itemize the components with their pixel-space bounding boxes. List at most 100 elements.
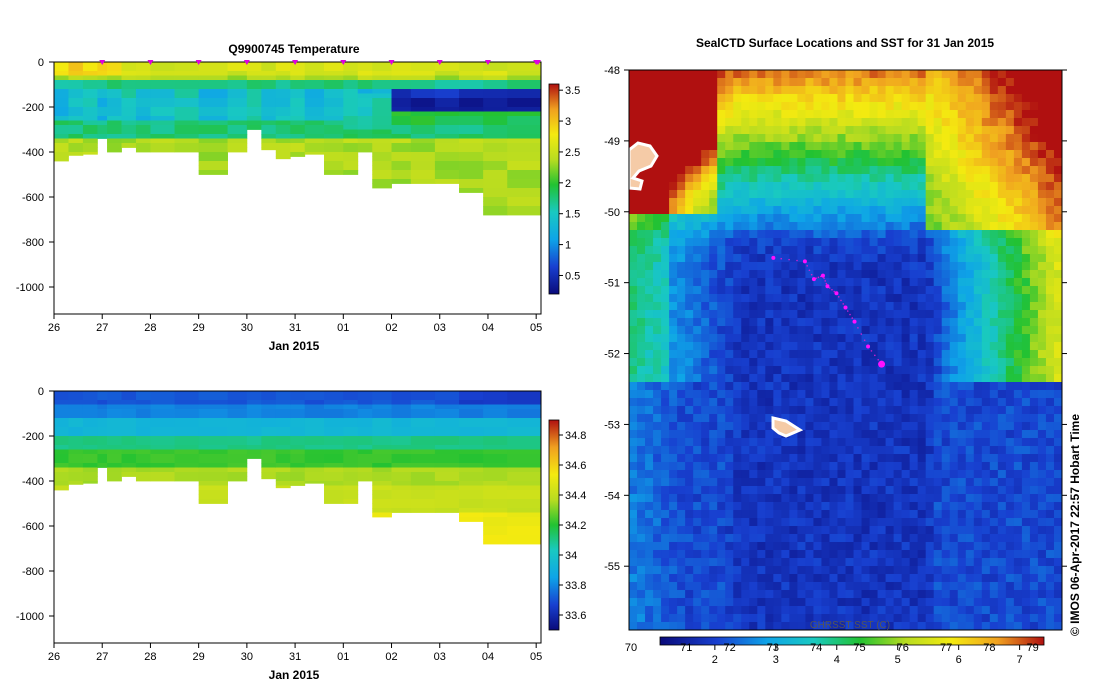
sst-cell bbox=[877, 70, 887, 79]
sst-cell bbox=[901, 414, 911, 423]
sst-cell bbox=[853, 294, 863, 303]
sst-cell bbox=[901, 198, 911, 207]
section-cell bbox=[97, 66, 108, 72]
sst-cell bbox=[637, 590, 646, 599]
sst-cell bbox=[901, 502, 911, 511]
sst-cell bbox=[797, 502, 806, 511]
sst-cell bbox=[709, 86, 718, 95]
sst-cell bbox=[629, 406, 638, 415]
sst-cell bbox=[805, 134, 814, 143]
section-cell bbox=[391, 179, 412, 184]
section-cell bbox=[135, 143, 151, 148]
section-cell bbox=[246, 98, 262, 103]
sst-cell bbox=[717, 366, 726, 375]
sst-cell bbox=[885, 102, 895, 111]
section-cell bbox=[227, 120, 248, 126]
sst-cell bbox=[725, 102, 734, 111]
section-cell bbox=[150, 413, 175, 419]
section-cell bbox=[391, 400, 412, 405]
section-cell bbox=[290, 440, 306, 446]
sst-cell bbox=[693, 334, 702, 343]
sst-cell bbox=[733, 86, 742, 95]
sst-cell bbox=[685, 518, 694, 527]
sst-cell bbox=[901, 294, 911, 303]
sst-cell bbox=[845, 198, 855, 207]
section-cell bbox=[304, 134, 325, 139]
sst-cell bbox=[861, 550, 871, 559]
sst-cell bbox=[1037, 334, 1047, 343]
section-cell bbox=[107, 404, 122, 410]
sst-cell bbox=[1005, 566, 1015, 575]
sst-cell bbox=[797, 166, 806, 175]
surface-marker bbox=[388, 60, 395, 65]
section-cell bbox=[121, 395, 137, 401]
sst-cell bbox=[781, 350, 790, 359]
sst-cell bbox=[917, 326, 927, 335]
sst-cell bbox=[637, 566, 646, 575]
sst-cell bbox=[1029, 102, 1039, 111]
sst-cell bbox=[741, 86, 750, 95]
sst-cell bbox=[981, 262, 991, 271]
sst-cell bbox=[757, 422, 766, 431]
sst-cell bbox=[1005, 502, 1015, 511]
sst-cell bbox=[797, 94, 806, 103]
section-cell bbox=[357, 125, 373, 130]
sst-cell bbox=[725, 430, 734, 439]
x-tick-label: 27 bbox=[96, 651, 108, 663]
sst-cell bbox=[957, 310, 967, 319]
section-cell bbox=[304, 427, 325, 432]
sst-cell bbox=[893, 406, 903, 415]
sst-cell bbox=[653, 534, 662, 543]
sst-cell bbox=[781, 86, 790, 95]
sst-cell bbox=[933, 470, 943, 479]
sst-cell bbox=[989, 542, 999, 551]
section-cell bbox=[391, 404, 412, 410]
sst-cell bbox=[845, 598, 855, 607]
sst-cell bbox=[717, 166, 726, 175]
sst-cell bbox=[653, 222, 662, 231]
sst-cell bbox=[885, 358, 895, 367]
sst-cell bbox=[709, 550, 718, 559]
sst-cell bbox=[797, 598, 806, 607]
sst-cell bbox=[685, 246, 694, 255]
sst-cell bbox=[981, 102, 991, 111]
sst-cell bbox=[629, 382, 638, 391]
sst-cell bbox=[989, 94, 999, 103]
sst-cell bbox=[725, 478, 734, 487]
sst-cell bbox=[837, 526, 846, 535]
sst-cell bbox=[821, 374, 830, 383]
sst-cell bbox=[997, 526, 1007, 535]
sst-cell bbox=[669, 510, 678, 519]
sst-cell bbox=[821, 366, 830, 375]
sst-cell bbox=[805, 286, 814, 295]
section-cell bbox=[391, 476, 412, 482]
sst-cell bbox=[1037, 166, 1047, 175]
section-cell bbox=[82, 129, 98, 135]
section-cell bbox=[174, 111, 200, 117]
sst-cell bbox=[733, 150, 742, 159]
sst-cell bbox=[797, 358, 806, 367]
sst-cell bbox=[1037, 262, 1047, 271]
sst-cell bbox=[949, 206, 959, 215]
sst-cell bbox=[701, 334, 710, 343]
sst-cell bbox=[1021, 174, 1031, 183]
sst-cell bbox=[853, 446, 863, 455]
sst-cell bbox=[965, 118, 975, 127]
sst-cell bbox=[1045, 558, 1055, 567]
sst-cell bbox=[653, 558, 662, 567]
section-cell bbox=[483, 539, 508, 545]
sst-cell bbox=[949, 190, 959, 199]
sst-cell bbox=[677, 222, 686, 231]
section-cell bbox=[391, 156, 412, 162]
sst-cell bbox=[749, 382, 758, 391]
section-cell bbox=[459, 179, 484, 184]
sst-cell bbox=[829, 102, 838, 111]
sst-cell bbox=[1029, 150, 1039, 159]
sst-cell bbox=[829, 182, 838, 191]
section-cell bbox=[507, 418, 541, 423]
section-cell bbox=[459, 84, 484, 90]
sst-cell bbox=[701, 310, 710, 319]
colorbar-tick-label: 33.8 bbox=[565, 580, 586, 592]
sst-cell bbox=[669, 190, 678, 199]
section-cell bbox=[391, 125, 412, 130]
